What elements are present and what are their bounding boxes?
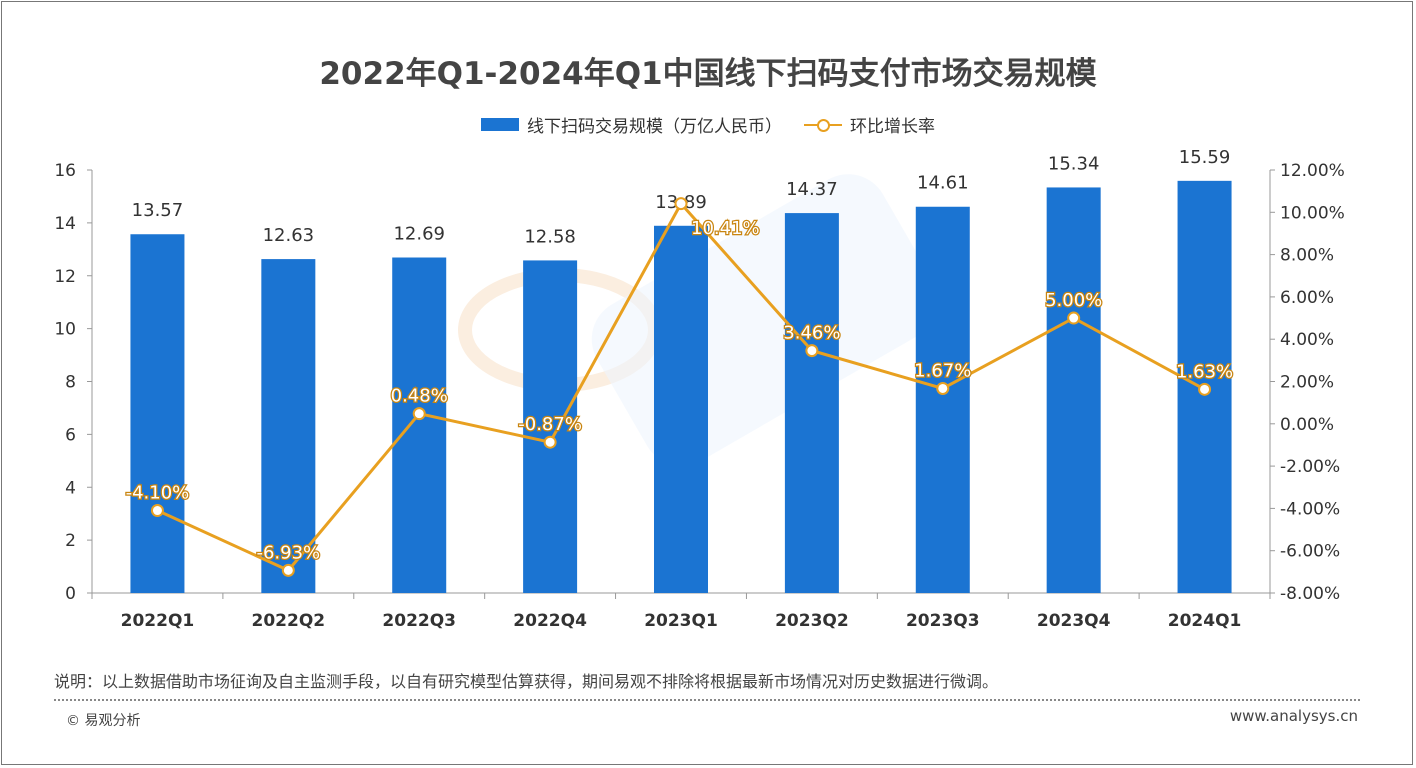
footnote: 说明：以上数据借助市场征询及自主监测手段，以自有研究模型估算获得，期间易观不排除…: [54, 672, 999, 691]
x-tick-label: 2024Q1: [1168, 611, 1242, 631]
line-value-label: 1.63%: [1176, 361, 1233, 382]
legend-item-line[interactable]: 环比增长率: [804, 112, 935, 137]
line-point: [1067, 311, 1081, 325]
bar: [654, 225, 708, 593]
legend-line-label: 环比增长率: [850, 117, 935, 137]
y-tick-label: 16: [54, 161, 76, 181]
x-tick-label: 2022Q1: [121, 611, 195, 631]
y-tick-label: 2: [65, 531, 76, 551]
line-value-label: -6.93%: [256, 542, 320, 563]
bar: [1046, 187, 1101, 594]
line-value-label: 5.00%: [1045, 290, 1102, 311]
line-value-label: -0.87%: [518, 414, 582, 435]
y2-tick-label: -6.00%: [1280, 542, 1340, 562]
y-tick-label: 14: [54, 214, 76, 234]
watermark-shape: [591, 174, 939, 466]
y2-tick-label: 4.00%: [1280, 330, 1334, 350]
legend-item-bar[interactable]: 线下扫码交易规模（万亿人民币）: [481, 112, 782, 137]
bar-value-label: 12.69: [393, 224, 445, 245]
y2-tick-label: 10.00%: [1280, 203, 1345, 223]
bar: [392, 257, 447, 593]
bar: [523, 260, 578, 593]
line-value-label: -4.10%: [126, 483, 190, 504]
line-value-label: 10.41%: [691, 218, 760, 239]
legend-line-swatch: [804, 118, 842, 132]
bar-value-label: 14.61: [917, 173, 969, 194]
y-tick-label: 6: [65, 425, 76, 445]
line-point: [936, 381, 950, 395]
line-point: [1198, 382, 1212, 396]
bar-value-label: 13.57: [132, 200, 184, 221]
line-point: [805, 344, 819, 358]
bar-value-label: 14.37: [786, 179, 838, 200]
y2-tick-label: -2.00%: [1280, 457, 1340, 477]
x-tick-label: 2022Q4: [513, 611, 587, 631]
line-point: [543, 435, 557, 449]
line-point: [281, 563, 295, 577]
bar: [784, 213, 839, 593]
y-tick-label: 4: [65, 478, 76, 498]
bar: [261, 259, 316, 593]
y2-tick-label: 0.00%: [1280, 415, 1334, 435]
y-tick-label: 8: [65, 373, 76, 393]
y2-tick-label: 8.00%: [1280, 246, 1334, 266]
bar-value-label: 15.34: [1048, 153, 1100, 174]
bar-value-label: 15.59: [1179, 147, 1231, 168]
bar-value-label: 12.63: [263, 225, 315, 246]
y-tick-label: 10: [54, 320, 76, 340]
x-tick-label: 2022Q3: [382, 611, 456, 631]
y2-tick-label: -4.00%: [1280, 499, 1340, 519]
y2-tick-label: 2.00%: [1280, 373, 1334, 393]
y2-tick-label: 12.00%: [1280, 161, 1345, 181]
legend-bar-label: 线下扫码交易规模（万亿人民币）: [527, 117, 782, 137]
chart-title: 2022年Q1-2024年Q1中国线下扫码支付市场交易规模: [319, 56, 1097, 92]
line-value-label: 1.67%: [914, 360, 971, 381]
y2-tick-label: -8.00%: [1280, 584, 1340, 604]
bar: [130, 234, 185, 594]
x-tick-label: 2023Q4: [1037, 611, 1111, 631]
line-value-label: 0.48%: [391, 386, 448, 407]
x-tick-label: 2023Q3: [906, 611, 980, 631]
line-value-label: 3.46%: [783, 323, 840, 344]
divider: [54, 699, 1360, 701]
x-tick-label: 2023Q2: [775, 611, 849, 631]
x-tick-label: 2023Q1: [644, 611, 718, 631]
y2-tick-label: 6.00%: [1280, 288, 1334, 308]
copyright: © 易观分析: [66, 713, 141, 729]
line-point: [150, 504, 164, 518]
line-point: [412, 407, 426, 421]
bar: [915, 206, 970, 594]
bar-value-label: 12.58: [524, 226, 576, 247]
legend-bar-swatch: [481, 118, 519, 131]
y-tick-label: 12: [54, 267, 76, 287]
x-tick-label: 2022Q2: [252, 611, 326, 631]
legend: 线下扫码交易规模（万亿人民币） 环比增长率: [0, 112, 1416, 137]
line-point: [674, 197, 688, 211]
y-tick-label: 0: [65, 584, 76, 604]
website-link[interactable]: www.analysys.cn: [1229, 707, 1358, 725]
